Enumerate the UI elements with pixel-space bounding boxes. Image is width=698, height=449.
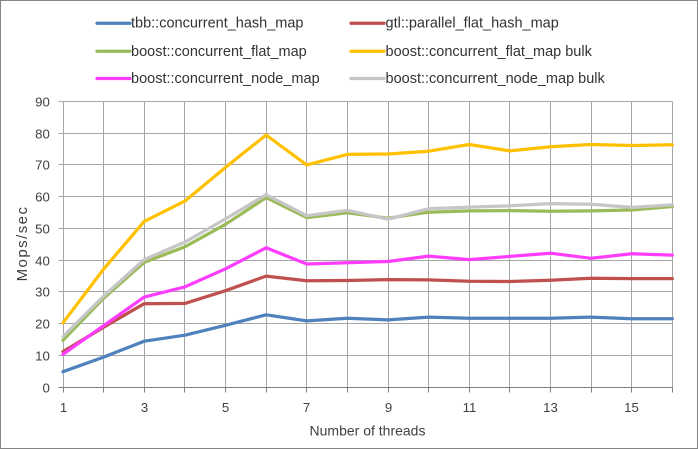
svg-text:70: 70 [35,158,50,173]
svg-text:80: 80 [35,127,50,142]
svg-text:Number of threads: Number of threads [310,422,426,438]
svg-text:40: 40 [35,254,50,269]
svg-text:tbb::concurrent_hash_map: tbb::concurrent_hash_map [131,16,304,32]
svg-text:boost::concurrent_node_map: boost::concurrent_node_map [131,71,320,87]
svg-text:5: 5 [222,400,229,415]
svg-text:boost::concurrent_flat_map: boost::concurrent_flat_map [131,44,307,60]
svg-text:10: 10 [35,349,50,364]
svg-text:boost::concurrent_flat_map bul: boost::concurrent_flat_map bulk [386,44,593,60]
svg-text:gtl::parallel_flat_hash_map: gtl::parallel_flat_hash_map [386,16,559,32]
svg-text:11: 11 [463,400,477,415]
svg-text:50: 50 [35,222,50,237]
svg-text:60: 60 [35,190,50,205]
svg-text:15: 15 [624,400,639,415]
svg-text:0: 0 [42,381,49,396]
svg-text:9: 9 [385,400,392,415]
svg-text:3: 3 [141,400,148,415]
svg-text:7: 7 [303,400,310,415]
svg-text:1: 1 [60,400,67,415]
svg-text:13: 13 [543,400,558,415]
svg-text:Mops/sec: Mops/sec [14,206,31,282]
svg-text:boost::concurrent_node_map bul: boost::concurrent_node_map bulk [386,71,606,87]
svg-text:20: 20 [35,317,50,332]
svg-text:90: 90 [35,95,50,110]
svg-text:30: 30 [35,285,50,300]
